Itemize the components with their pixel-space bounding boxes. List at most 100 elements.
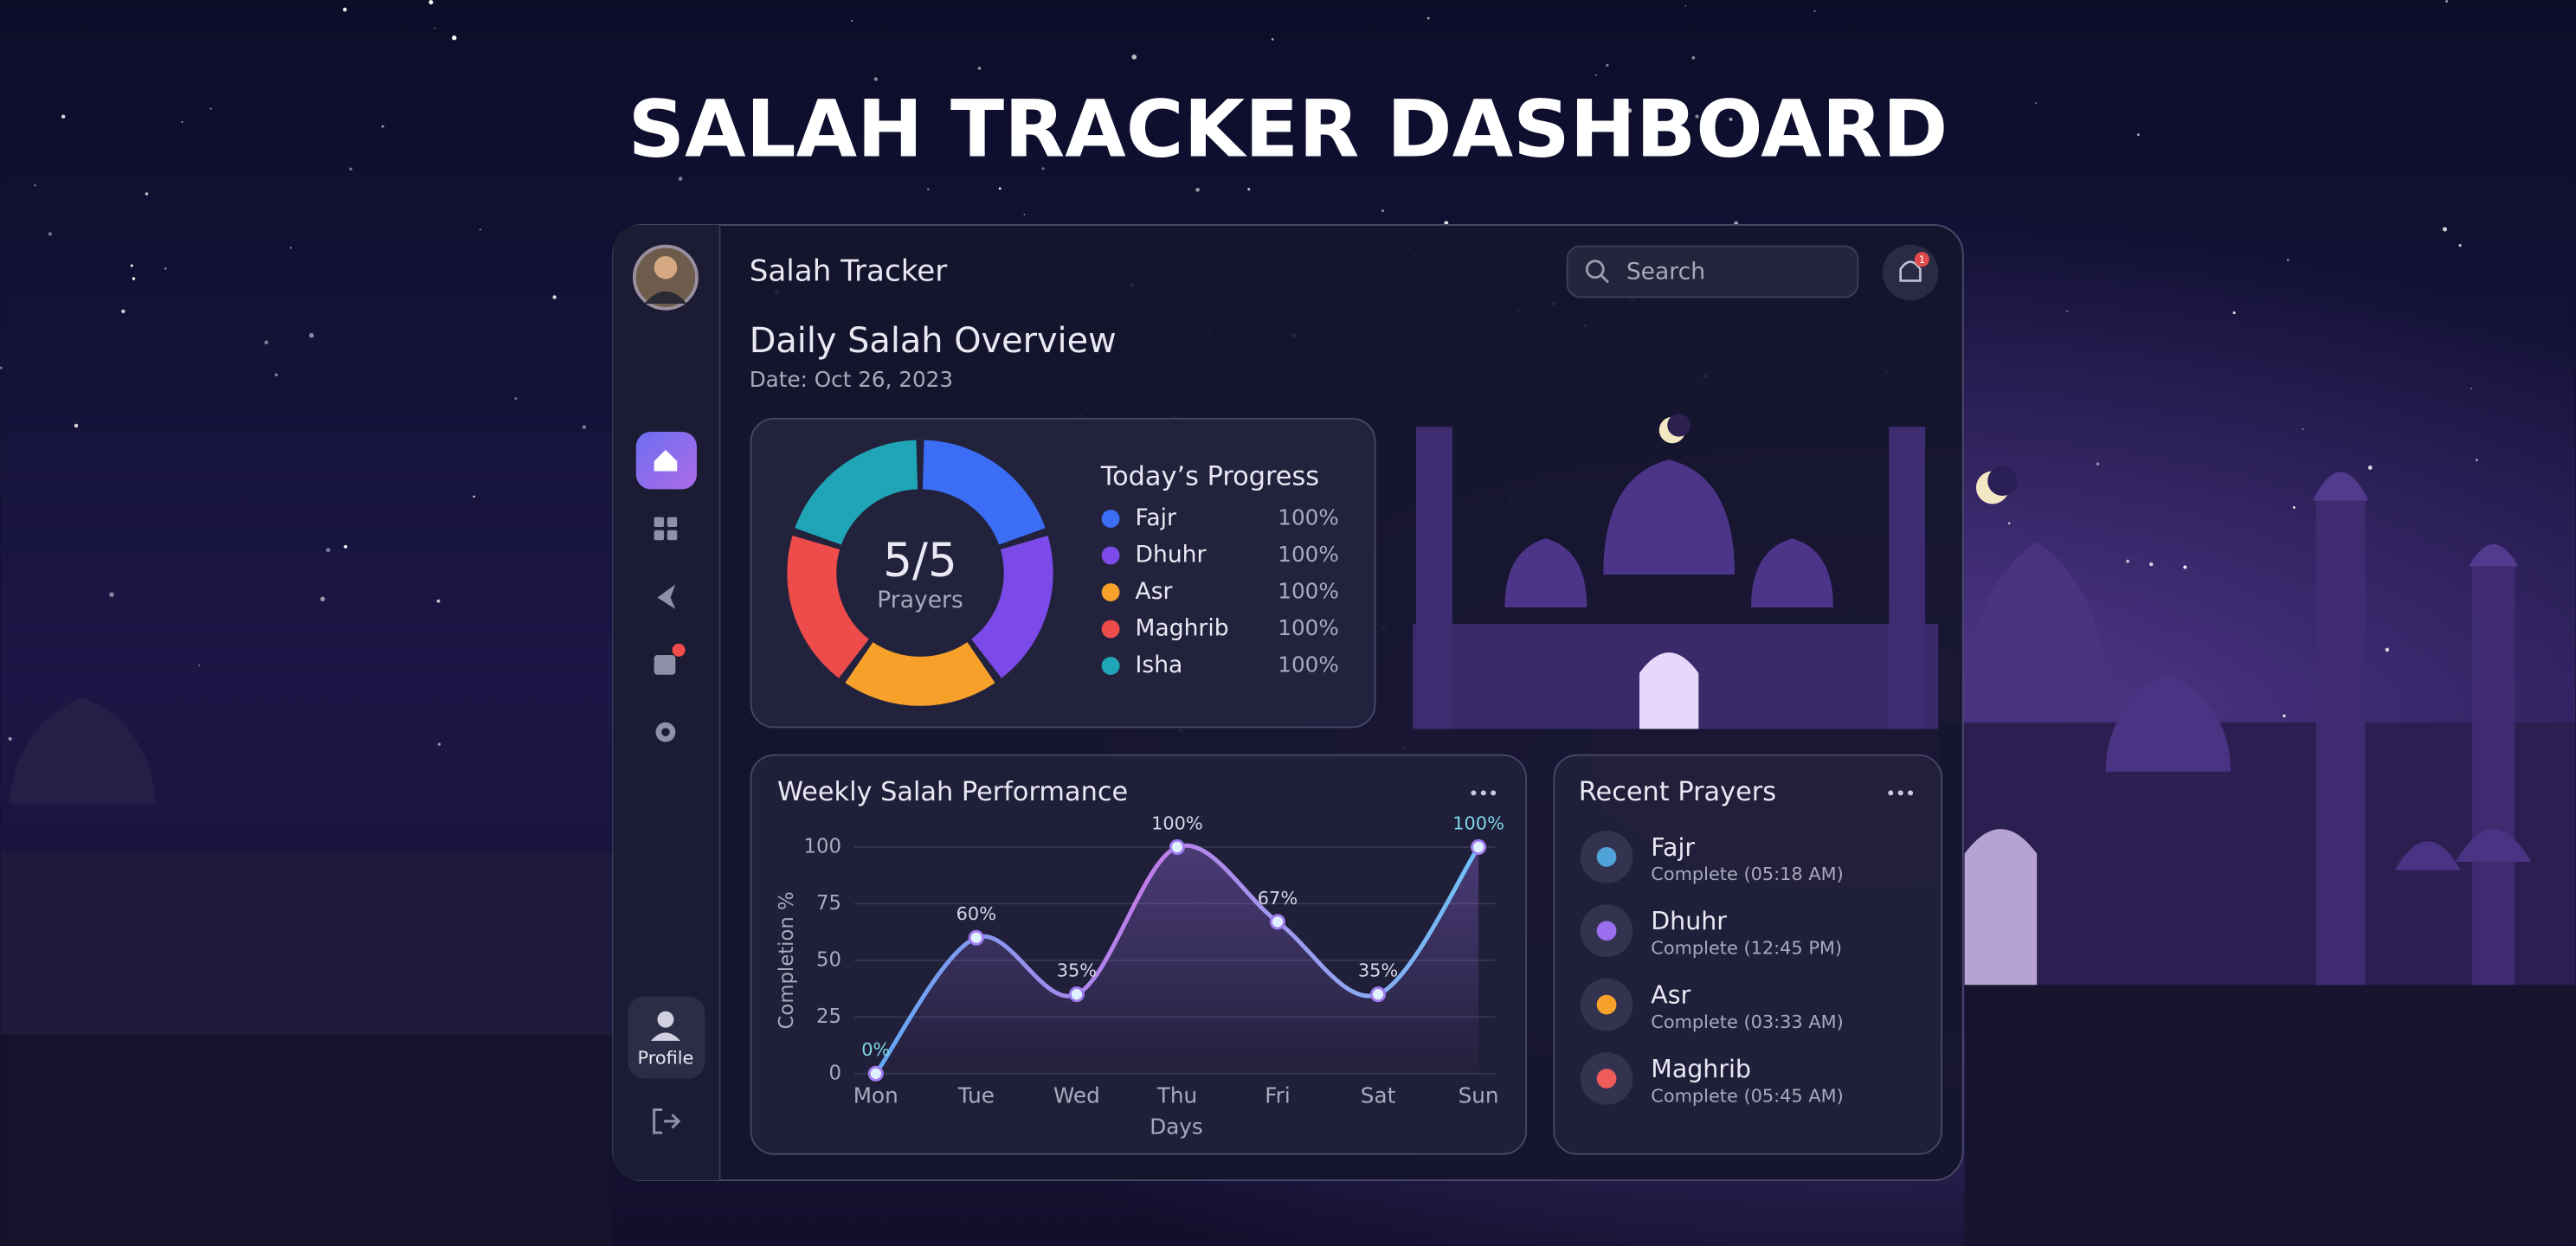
- star: [121, 309, 126, 313]
- star: [2292, 505, 2296, 509]
- progress-card: [750, 417, 1376, 729]
- value-label: 60%: [956, 903, 996, 924]
- star: [2066, 310, 2069, 312]
- legend-name: Maghrib: [1136, 615, 1229, 642]
- star: [344, 544, 348, 549]
- star: [436, 599, 441, 603]
- donut-center-value: 5/5: [883, 533, 956, 587]
- prayer-icon-glyph: [1596, 994, 1617, 1015]
- donut-slice: [787, 536, 869, 678]
- search-box[interactable]: [1566, 245, 1859, 299]
- star: [873, 77, 879, 81]
- star: [1695, 114, 1699, 119]
- star: [1426, 16, 1430, 20]
- star: [1594, 74, 1597, 76]
- notification-button[interactable]: [1882, 244, 1939, 301]
- star: [2442, 227, 2448, 232]
- prayer-name: Dhuhr: [1651, 907, 1727, 935]
- profile-icon: [657, 1011, 674, 1028]
- weekly-title: Weekly Salah Performance: [777, 777, 1128, 807]
- y-tick-label: 25: [816, 1005, 841, 1028]
- home-icon: [654, 449, 678, 472]
- star: [998, 187, 1001, 190]
- legend-value: 100%: [1278, 505, 1339, 530]
- star: [1247, 188, 1251, 191]
- bell-icon: [1899, 260, 1922, 282]
- overview-date: Date: Oct 26, 2023: [750, 367, 953, 392]
- y-tick-label: 50: [816, 948, 841, 971]
- logout-button[interactable]: [653, 1108, 681, 1134]
- value-label: 0%: [861, 1039, 890, 1060]
- point: [1068, 986, 1085, 1003]
- star: [1271, 38, 1274, 41]
- star: [2008, 522, 2011, 525]
- legend-name: Asr: [1136, 578, 1173, 605]
- legend-value: 100%: [1278, 542, 1339, 567]
- x-tick-label: Sat: [1361, 1082, 1396, 1108]
- legend-dot: [1101, 620, 1120, 639]
- star: [1190, 116, 1194, 120]
- value-label: 100%: [1452, 812, 1504, 833]
- mosque-inner: [1413, 414, 1939, 729]
- star: [1606, 63, 1609, 67]
- prayer-icon-glyph: [1596, 846, 1617, 867]
- star: [381, 125, 384, 128]
- star: [132, 277, 136, 280]
- y-axis-label: Completion %: [776, 891, 798, 1029]
- progress-title: Today’s Progress: [1100, 462, 1319, 492]
- notification-count: 1: [1919, 254, 1925, 266]
- legend-name: Dhuhr: [1136, 542, 1207, 568]
- avatar[interactable]: [633, 244, 699, 311]
- weekly-menu[interactable]: [1471, 790, 1497, 796]
- star: [927, 188, 930, 190]
- recent-menu[interactable]: [1888, 790, 1914, 796]
- star: [582, 425, 586, 429]
- star: [473, 495, 475, 498]
- notification-badge: [1914, 252, 1929, 267]
- star: [2302, 428, 2304, 431]
- value-label: 67%: [1258, 888, 1298, 909]
- prayer-status: Complete (12:45 PM): [1651, 938, 1842, 959]
- star: [109, 592, 114, 598]
- star: [2035, 102, 2038, 105]
- page-title: SALAH TRACKER DASHBOARD: [628, 83, 1948, 175]
- nav-grid[interactable]: [654, 517, 665, 528]
- star: [130, 264, 133, 267]
- profile-icon-body: [650, 1032, 681, 1041]
- star: [289, 247, 292, 249]
- legend-name: Isha: [1136, 652, 1183, 678]
- star: [2458, 243, 2462, 247]
- nav-icons: [654, 517, 686, 742]
- prayer-icon-glyph: [1596, 1069, 1617, 1089]
- star: [514, 397, 518, 400]
- star: [2183, 565, 2187, 569]
- nav-chart[interactable]: [657, 584, 676, 609]
- donut-slice: [971, 536, 1053, 678]
- star: [325, 548, 331, 553]
- x-axis-label: Days: [1150, 1114, 1203, 1139]
- prayer-name: Maghrib: [1651, 1055, 1751, 1083]
- prayer-icon-glyph: [1596, 921, 1617, 941]
- recent-title: Recent Prayers: [1579, 777, 1776, 807]
- star: [209, 107, 212, 110]
- star: [1532, 106, 1536, 111]
- x-tick-label: Tue: [957, 1082, 995, 1108]
- dynamic-layer: Fajr 100% Dhuhr 100% Asr 100% Maghrib 100% Isha 1…: [787, 440, 1844, 1108]
- star: [2445, 0, 2449, 3]
- point: [1269, 914, 1285, 930]
- star: [2475, 459, 2478, 462]
- star: [181, 120, 184, 123]
- star: [434, 27, 436, 29]
- x-tick-label: Thu: [1156, 1082, 1197, 1108]
- nav-calendar[interactable]: [654, 654, 676, 675]
- star: [164, 267, 167, 270]
- star: [1691, 56, 1696, 60]
- star: [2470, 388, 2472, 389]
- star: [1729, 117, 1733, 121]
- legend-value: 100%: [1278, 579, 1339, 604]
- star: [2126, 559, 2129, 563]
- star: [145, 192, 149, 196]
- star: [428, 0, 434, 5]
